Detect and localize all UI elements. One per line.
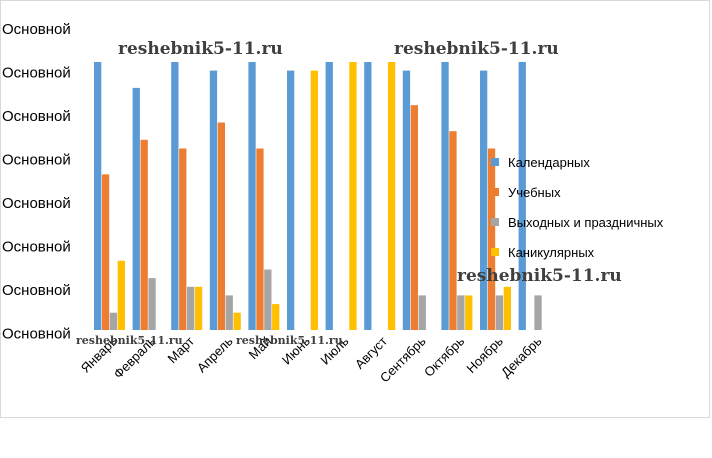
bar bbox=[140, 139, 148, 330]
bar bbox=[495, 295, 504, 330]
bar bbox=[410, 105, 418, 330]
bar bbox=[233, 312, 241, 330]
bar bbox=[117, 260, 125, 330]
bar bbox=[148, 278, 156, 330]
bar bbox=[287, 70, 295, 330]
bar bbox=[256, 148, 264, 330]
legend-swatch bbox=[491, 248, 499, 256]
bar bbox=[402, 70, 411, 330]
y-tick-label: Основной bbox=[2, 108, 71, 125]
legend-entry: Выходных и праздничных bbox=[508, 215, 664, 230]
bar bbox=[325, 62, 333, 330]
bar bbox=[209, 70, 218, 330]
bar bbox=[248, 62, 256, 330]
bar bbox=[171, 62, 179, 330]
bar bbox=[132, 87, 140, 331]
watermark-text: reshebnik5-11.ru bbox=[457, 266, 622, 286]
y-tick-label: Основной bbox=[2, 21, 71, 38]
watermark-text: reshebnik5-11.ru bbox=[394, 39, 559, 59]
bar bbox=[449, 131, 457, 330]
bar bbox=[264, 269, 272, 330]
bar bbox=[457, 295, 465, 330]
bar bbox=[187, 286, 195, 330]
y-tick-label: Основной bbox=[2, 326, 71, 343]
bar bbox=[441, 62, 449, 330]
bar bbox=[418, 295, 426, 330]
bar bbox=[194, 286, 203, 330]
legend-swatch bbox=[491, 158, 499, 166]
y-tick-label: Основной bbox=[2, 195, 71, 212]
bar bbox=[349, 62, 357, 330]
bar bbox=[518, 62, 526, 330]
y-tick-label: Основной bbox=[2, 152, 71, 169]
bar bbox=[225, 295, 233, 330]
bar bbox=[387, 62, 396, 330]
legend: Календарных Учебных Выходных и праздничных… bbox=[491, 155, 664, 260]
bars-layer bbox=[94, 62, 542, 331]
bar bbox=[487, 148, 496, 330]
bar bbox=[109, 312, 118, 330]
bar bbox=[534, 295, 542, 330]
y-tick-label: Основной bbox=[2, 282, 71, 299]
legend-swatch bbox=[491, 188, 499, 196]
legend-swatch bbox=[491, 218, 499, 226]
y-tick-label: Основной bbox=[2, 65, 71, 82]
legend-entry: Календарных bbox=[508, 155, 590, 170]
bar bbox=[272, 304, 280, 330]
watermark-text: reshebnik5-11.ru bbox=[236, 334, 343, 347]
bar bbox=[465, 295, 473, 330]
bar bbox=[310, 70, 318, 330]
bar bbox=[179, 148, 187, 330]
y-tick-label: Основной bbox=[2, 239, 71, 256]
bar bbox=[480, 70, 488, 330]
bar bbox=[503, 286, 511, 330]
watermarks: reshebnik5-11.ru reshebnik5-11.ru reshebni… bbox=[76, 39, 622, 347]
bar bbox=[364, 62, 372, 330]
bar bbox=[217, 122, 225, 330]
legend-entry: Каникулярных bbox=[508, 245, 595, 260]
bar bbox=[101, 174, 110, 330]
watermark-text: reshebnik5-11.ru bbox=[76, 334, 183, 347]
legend-entry: Учебных bbox=[508, 185, 561, 200]
watermark-text: reshebnik5-11.ru bbox=[118, 39, 283, 59]
y-axis: Основной Основной Основной Основной Основной… bbox=[2, 21, 71, 343]
bar bbox=[94, 62, 102, 330]
